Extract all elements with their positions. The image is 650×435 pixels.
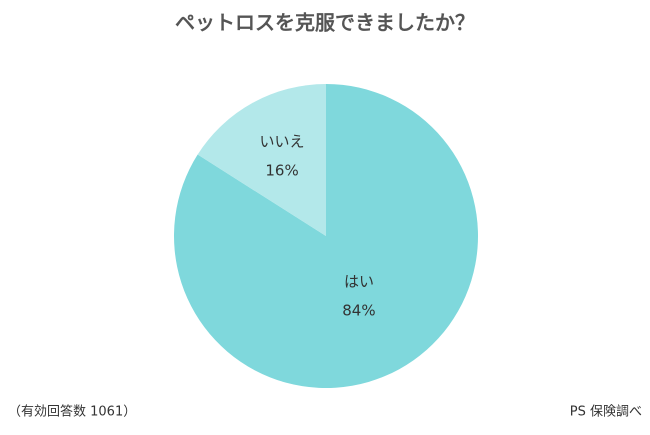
slice-label: いいえ — [260, 133, 305, 151]
chart-title: ペットロスを克服できましたか？ — [175, 11, 475, 35]
slice-label: はい — [344, 272, 374, 290]
slice-value-label: 84% — [342, 301, 375, 319]
source-note: PS 保険調べ — [570, 405, 642, 420]
sample-note: （有効回答数 1061） — [8, 404, 136, 420]
pie-slice — [197, 84, 326, 236]
slice-value-label: 16% — [265, 162, 298, 180]
